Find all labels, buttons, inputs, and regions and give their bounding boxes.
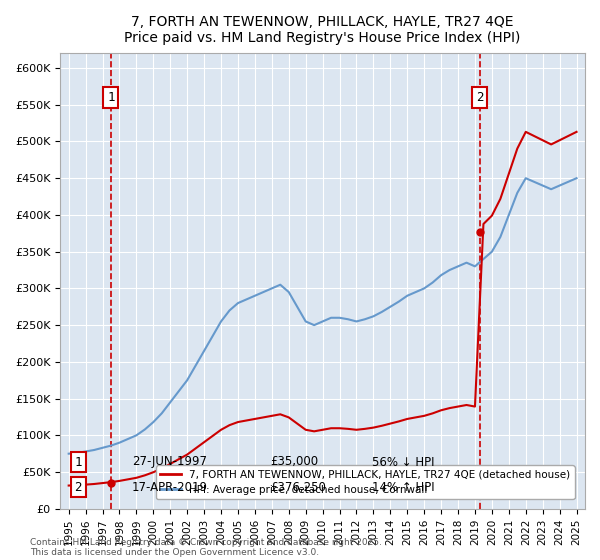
Title: 7, FORTH AN TEWENNOW, PHILLACK, HAYLE, TR27 4QE
Price paid vs. HM Land Registry': 7, FORTH AN TEWENNOW, PHILLACK, HAYLE, T… — [124, 15, 521, 45]
Text: 2: 2 — [74, 480, 82, 494]
Text: Contains HM Land Registry data © Crown copyright and database right 2025.
This d: Contains HM Land Registry data © Crown c… — [30, 538, 382, 557]
Text: 27-JUN-1997: 27-JUN-1997 — [132, 455, 207, 469]
Text: 1: 1 — [107, 91, 115, 104]
Text: 14% ↑ HPI: 14% ↑ HPI — [372, 480, 434, 494]
Text: 1: 1 — [74, 455, 82, 469]
Text: 56% ↓ HPI: 56% ↓ HPI — [372, 455, 434, 469]
Text: £35,000: £35,000 — [270, 455, 318, 469]
Legend: 7, FORTH AN TEWENNOW, PHILLACK, HAYLE, TR27 4QE (detached house), HPI: Average p: 7, FORTH AN TEWENNOW, PHILLACK, HAYLE, T… — [156, 465, 575, 499]
Text: 2: 2 — [476, 91, 484, 104]
Text: £376,250: £376,250 — [270, 480, 326, 494]
Text: 17-APR-2019: 17-APR-2019 — [132, 480, 208, 494]
